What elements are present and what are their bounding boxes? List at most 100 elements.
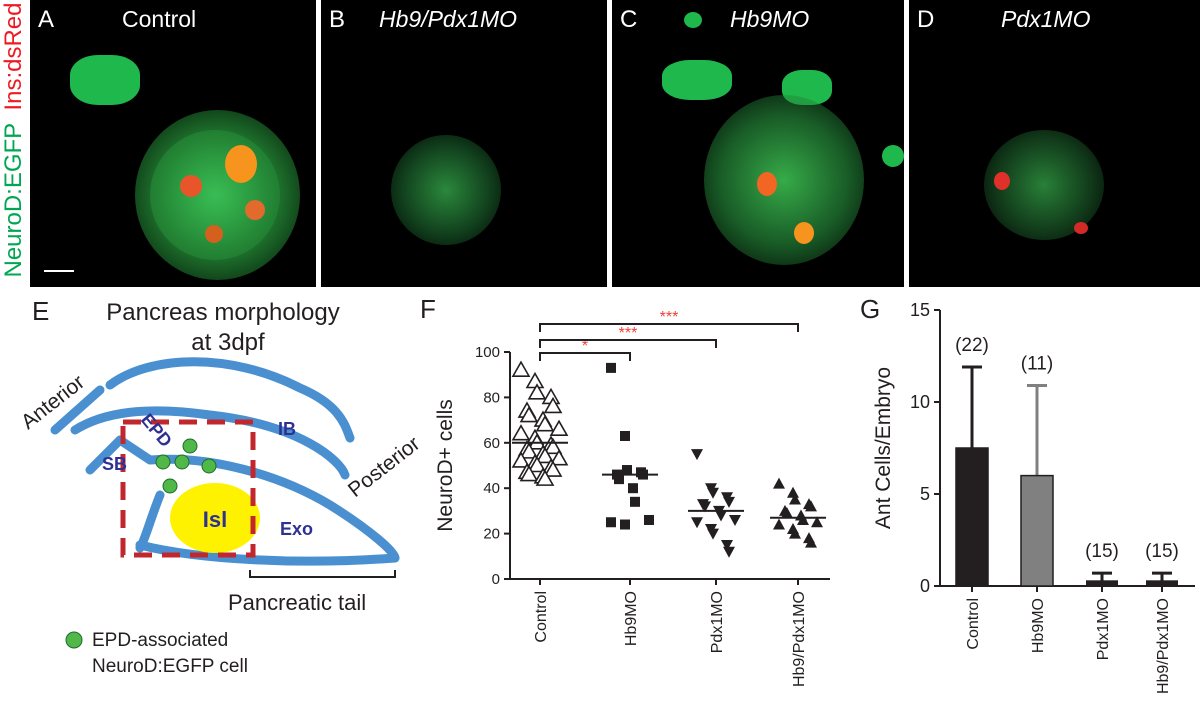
side-label-red: Ins:dsRed [0, 2, 27, 111]
micrograph-panel-c: C Hb9MO [612, 0, 904, 287]
data-point-control [535, 446, 555, 464]
n-label: (22) [955, 335, 989, 356]
data-point-pdx1mo [721, 539, 733, 551]
bar [1086, 580, 1118, 586]
data-point-control [527, 433, 547, 450]
data-point-pdx1mo [707, 528, 719, 540]
schematic-title-line1: Pancreas morphology [106, 299, 339, 326]
ib-label: IB [278, 419, 296, 439]
significance-bracket [539, 339, 717, 348]
side-label-green: NeuroD:EGFP [0, 123, 27, 278]
micrograph-panel-a: A Control [30, 0, 316, 287]
islet-label: Isl [203, 507, 227, 532]
data-point-pdx1mo [707, 487, 719, 499]
data-point-control [543, 460, 563, 477]
micrograph-panel-b: B Hb9/Pdx1MO [321, 0, 607, 287]
x-tick-label: Pdx1MO [1095, 598, 1112, 660]
exo-label: Exo [280, 519, 313, 539]
significance-bracket [539, 323, 799, 332]
data-point-pdx1mo [729, 514, 741, 526]
x-tick-label: Hb9/Pdx1MO [1155, 598, 1172, 694]
significance-label: * [582, 338, 588, 355]
data-point-hb9-pdx1mo [789, 527, 801, 539]
data-point-hb9mo [630, 496, 640, 507]
panel-title-a: Control [122, 6, 197, 32]
data-point-control [511, 360, 531, 377]
data-point-control [519, 464, 539, 482]
ant-cells-bar-chart: G 0 5 10 15 Ant Cells/Embryo (22) Control (11) H… [860, 294, 1195, 694]
data-point-control [549, 449, 569, 466]
data-point-control [511, 451, 531, 468]
data-point-hb9mo [644, 514, 654, 525]
y-axis-label: Ant Cells/Embryo [872, 367, 895, 529]
y-tick-label: 10 [910, 392, 930, 412]
data-point-control [549, 419, 569, 436]
data-point-pdx1mo [691, 449, 703, 461]
data-point-hb9-pdx1mo [781, 507, 793, 519]
y-tick-label: 5 [920, 484, 930, 504]
scale-bar [44, 270, 74, 272]
n-label: (11) [1021, 353, 1053, 374]
data-point-hb9-pdx1mo [797, 513, 809, 525]
n-label: (15) [1085, 541, 1119, 562]
y-tick-label: 100 [475, 344, 500, 361]
tail-label: Pancreatic tail [228, 590, 366, 615]
panel-title-b: Hb9/Pdx1MO [379, 6, 518, 32]
panel-letter-d: D [917, 6, 935, 33]
panel-title-c: Hb9MO [730, 6, 810, 32]
data-point-hb9mo [620, 519, 630, 530]
side-channel-label: NeuroD:EGFP Ins:dsRed [0, 0, 30, 285]
y-tick-label: 20 [483, 526, 500, 543]
panel-letter-f: F [420, 294, 436, 324]
y-tick-label: 60 [483, 435, 500, 452]
data-point-hb9-pdx1mo [811, 516, 823, 528]
x-tick-label: Control [965, 598, 982, 650]
x-tick-label: Hb9/Pdx1MO [791, 591, 808, 687]
data-point-control [511, 424, 531, 441]
data-point-hb9-pdx1mo [787, 486, 799, 498]
data-point-control [519, 405, 539, 423]
data-point-hb9mo [606, 362, 616, 373]
data-point-hb9mo [620, 430, 630, 441]
panel-letter-b: B [329, 6, 346, 33]
data-point-control [535, 415, 555, 432]
bar [1146, 580, 1178, 586]
data-point-hb9-pdx1mo [805, 500, 817, 512]
data-point-pdx1mo [699, 501, 711, 513]
data-point-hb9mo [622, 465, 632, 476]
data-point-pdx1mo [715, 510, 727, 522]
y-tick-label: 40 [483, 480, 500, 497]
bar [955, 447, 989, 587]
data-point-hb9mo [614, 474, 624, 485]
panel-title-d: Pdx1MO [1001, 6, 1091, 32]
y-tick-label: 0 [920, 576, 930, 596]
panel-letter-e: E [32, 296, 49, 326]
data-point-pdx1mo [691, 517, 703, 529]
data-point-control [543, 437, 563, 455]
data-point-pdx1mo [723, 546, 735, 558]
sb-label: SB [102, 454, 127, 474]
panel-letter-g: G [860, 294, 880, 324]
data-point-hb9-pdx1mo [773, 477, 785, 489]
significance-bracket [539, 352, 631, 361]
x-tick-label: Hb9MO [623, 591, 640, 646]
legend-line2: NeuroD:EGFP cell [92, 656, 248, 677]
data-point-control [519, 442, 539, 459]
y-tick-label: 0 [492, 571, 500, 588]
data-point-hb9-pdx1mo [789, 493, 801, 505]
panel-letter-a: A [38, 6, 55, 33]
pancreas-schematic: E Pancreas morphology at 3dpf Isl Anteri… [17, 296, 420, 677]
data-point-control [527, 455, 547, 473]
significance-label: *** [660, 309, 679, 326]
schematic-title-line2: at 3dpf [191, 329, 265, 356]
data-point-pdx1mo [723, 496, 735, 508]
x-tick-label: Control [533, 591, 550, 643]
legend-cell-icon [65, 631, 83, 649]
data-point-control [527, 383, 547, 400]
y-tick-label: 15 [910, 300, 930, 320]
bar [1020, 474, 1054, 587]
micrograph-panel-d: D Pdx1MO [909, 0, 1200, 287]
data-point-hb9mo [606, 517, 616, 528]
significance-label: *** [619, 325, 638, 342]
neurod-scatter-chart: F 0 20 40 60 80 100 NeuroD+ cells Control Hb9MO P… [420, 294, 830, 687]
